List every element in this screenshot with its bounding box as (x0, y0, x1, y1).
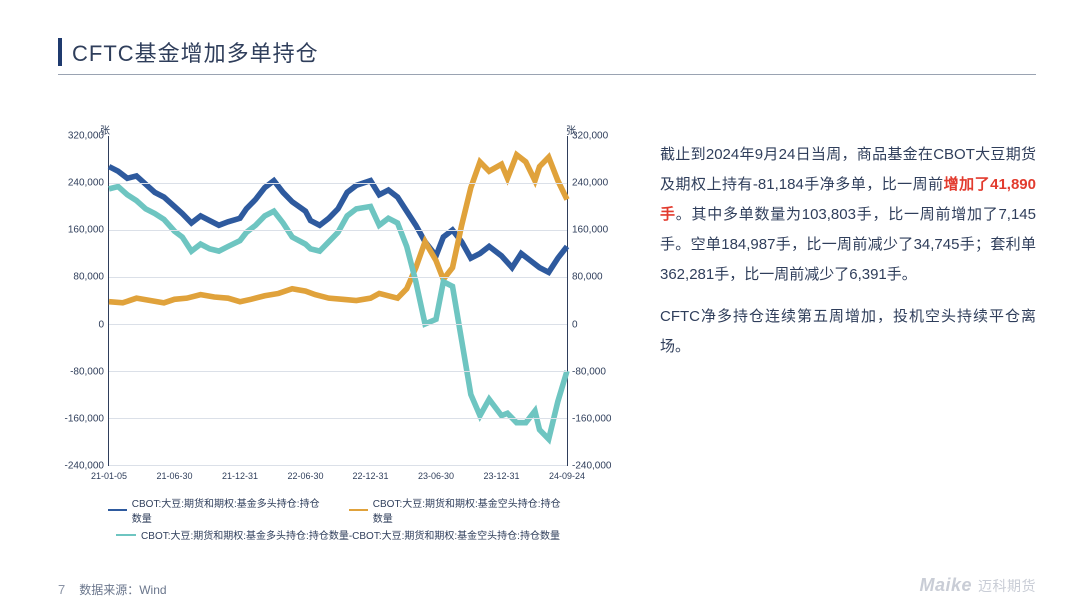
y-tick-label: 320,000 (572, 131, 618, 142)
brand: Maike 迈科期货 (919, 575, 1036, 596)
source-label: 数据来源：Wind (79, 581, 166, 598)
gridline (109, 465, 567, 466)
x-tick-label: 21-01-05 (91, 471, 127, 481)
gridline (109, 277, 567, 278)
gridline (109, 418, 567, 419)
x-tick-label: 23-12-31 (483, 471, 519, 481)
legend-swatch (108, 509, 127, 511)
legend-item: CBOT:大豆:期货和期权:基金多头持仓:持仓数量-CBOT:大豆:期货和期权:… (116, 527, 560, 542)
title-bar: CFTC基金增加多单持仓 (58, 36, 319, 68)
legend-label: CBOT:大豆:期货和期权:基金多头持仓:持仓数量-CBOT:大豆:期货和期权:… (141, 527, 560, 542)
y-tick-label: 320,000 (58, 131, 104, 142)
y-tick-label: 80,000 (58, 272, 104, 283)
y-tick-label: 0 (572, 319, 618, 330)
y-tick-label: -80,000 (572, 366, 618, 377)
gridline (109, 324, 567, 325)
y-tick-label: -80,000 (58, 366, 104, 377)
brand-logo: Maike (919, 575, 972, 596)
x-tick-label: 24-09-24 (549, 471, 585, 481)
legend-swatch (116, 534, 136, 536)
slide: CFTC基金增加多单持仓 张 张 21-01-0521-06-3021-12-3… (0, 0, 1080, 608)
x-tick-label: 22-06-30 (287, 471, 323, 481)
y-tick-label: 0 (58, 319, 104, 330)
y-tick-label: 240,000 (58, 178, 104, 189)
title-underline (58, 74, 1036, 75)
gridline (109, 371, 567, 372)
page-number: 7 (58, 582, 65, 597)
y-tick-label: -160,000 (572, 413, 618, 424)
series-net (109, 187, 567, 440)
x-tick-label: 22-12-31 (353, 471, 389, 481)
footer: 7 数据来源：Wind (58, 581, 167, 598)
plot-area: 21-01-0521-06-3021-12-3122-06-3022-12-31… (108, 136, 568, 466)
legend-label: CBOT:大豆:期货和期权:基金空头持仓:持仓数量 (373, 495, 568, 525)
brand-text: 迈科期货 (978, 576, 1036, 596)
gridline (109, 183, 567, 184)
page-title: CFTC基金增加多单持仓 (72, 36, 319, 68)
y-tick-label: 160,000 (572, 225, 618, 236)
commentary-p2: CFTC净多持仓连续第五周增加，投机空头持续平仓离场。 (660, 302, 1036, 362)
legend-item: CBOT:大豆:期货和期权:基金多头持仓:持仓数量 (108, 495, 327, 525)
legend-row: CBOT:大豆:期货和期权:基金多头持仓:持仓数量-CBOT:大豆:期货和期权:… (108, 527, 568, 542)
legend-row: CBOT:大豆:期货和期权:基金多头持仓:持仓数量 CBOT:大豆:期货和期权:基… (108, 495, 568, 525)
x-tick-label: 23-06-30 (418, 471, 454, 481)
legend-swatch (349, 509, 368, 511)
y-tick-label: 80,000 (572, 272, 618, 283)
x-tick-label: 21-12-31 (222, 471, 258, 481)
y-tick-label: 160,000 (58, 225, 104, 236)
commentary: 截止到2024年9月24日当周，商品基金在CBOT大豆期货及期权上持有-81,1… (660, 140, 1036, 374)
legend: CBOT:大豆:期货和期权:基金多头持仓:持仓数量 CBOT:大豆:期货和期权:基… (108, 493, 568, 542)
x-tick-label: 21-06-30 (156, 471, 192, 481)
gridline (109, 230, 567, 231)
y-tick-label: -240,000 (572, 461, 618, 472)
y-tick-label: -160,000 (58, 413, 104, 424)
cftc-chart: 张 张 21-01-0521-06-3021-12-3122-06-3022-1… (58, 122, 618, 542)
line-series (109, 136, 567, 465)
text-run: 。其中多单数量为103,803手，比一周前增加了7,145手。空单184,987… (660, 206, 1036, 283)
legend-label: CBOT:大豆:期货和期权:基金多头持仓:持仓数量 (132, 495, 327, 525)
commentary-p1: 截止到2024年9月24日当周，商品基金在CBOT大豆期货及期权上持有-81,1… (660, 140, 1036, 290)
legend-item: CBOT:大豆:期货和期权:基金空头持仓:持仓数量 (349, 495, 568, 525)
y-tick-label: 240,000 (572, 178, 618, 189)
y-tick-label: -240,000 (58, 461, 104, 472)
